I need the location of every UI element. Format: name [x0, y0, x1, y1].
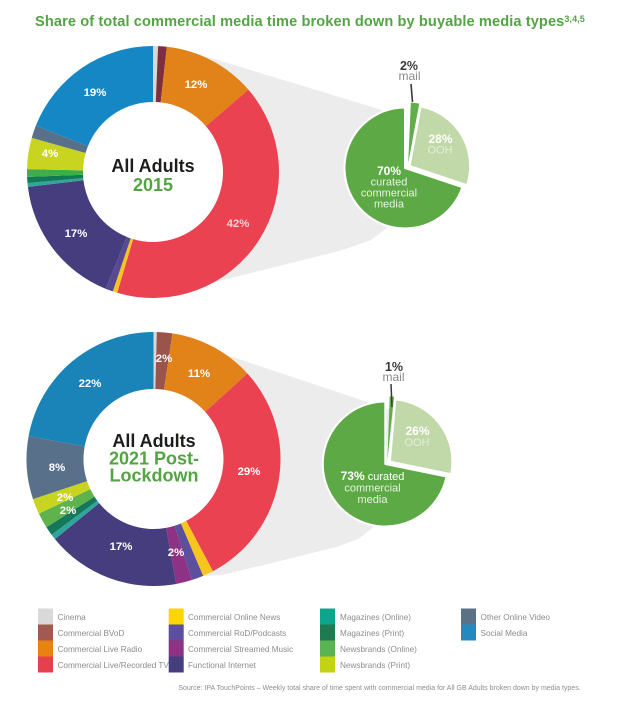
- svg-text:Share of total commercial medi: Share of total commercial media time bro…: [35, 14, 585, 30]
- svg-text:Magazines (Print): Magazines (Print): [340, 629, 404, 638]
- svg-text:Source: IPA TouchPoints – Week: Source: IPA TouchPoints – Weekly total s…: [178, 685, 580, 692]
- svg-text:All Adults: All Adults: [111, 156, 194, 176]
- svg-text:Commercial Live/Recorded TV: Commercial Live/Recorded TV: [58, 661, 170, 670]
- svg-text:All Adults: All Adults: [112, 431, 195, 451]
- svg-text:commercial: commercial: [344, 483, 400, 495]
- svg-text:Functional Internet: Functional Internet: [188, 661, 257, 670]
- svg-text:29%: 29%: [238, 466, 261, 478]
- svg-text:OOH: OOH: [404, 437, 429, 449]
- svg-text:Commercial Live Radio: Commercial Live Radio: [58, 645, 143, 654]
- svg-text:42%: 42%: [227, 218, 250, 230]
- svg-text:2%: 2%: [60, 505, 76, 517]
- svg-text:commercial: commercial: [361, 188, 417, 200]
- svg-text:OOH: OOH: [427, 145, 452, 157]
- svg-text:curated: curated: [371, 177, 408, 189]
- svg-text:2021 Post-: 2021 Post-: [109, 449, 199, 469]
- svg-text:17%: 17%: [110, 541, 133, 553]
- svg-text:12%: 12%: [185, 79, 208, 91]
- svg-text:4%: 4%: [42, 148, 58, 160]
- svg-text:Magazines (Online): Magazines (Online): [340, 613, 411, 622]
- svg-text:2%: 2%: [57, 492, 73, 504]
- svg-text:media: media: [358, 494, 389, 506]
- svg-text:2%: 2%: [156, 353, 172, 365]
- svg-text:70%: 70%: [377, 164, 401, 178]
- svg-text:28%: 28%: [428, 132, 452, 146]
- svg-text:Other Online Video: Other Online Video: [481, 613, 551, 622]
- svg-text:11%: 11%: [188, 368, 210, 380]
- svg-text:8%: 8%: [49, 462, 65, 474]
- svg-text:2%: 2%: [400, 59, 418, 73]
- svg-text:17%: 17%: [65, 228, 88, 240]
- svg-text:mail: mail: [398, 69, 420, 83]
- svg-text:media: media: [374, 199, 405, 211]
- svg-text:Commercial BVoD: Commercial BVoD: [58, 629, 125, 638]
- svg-text:22%: 22%: [79, 378, 102, 390]
- svg-text:Commercial RoD/Podcasts: Commercial RoD/Podcasts: [188, 629, 286, 638]
- svg-text:Commercial Streamed Music: Commercial Streamed Music: [188, 645, 293, 654]
- svg-text:Newsbrands (Online): Newsbrands (Online): [340, 645, 417, 654]
- svg-text:26%: 26%: [405, 424, 429, 438]
- svg-text:1%: 1%: [385, 360, 403, 374]
- svg-text:73% curated: 73% curated: [341, 469, 405, 483]
- svg-text:Newsbrands (Print): Newsbrands (Print): [340, 661, 410, 670]
- svg-text:Commercial Online News: Commercial Online News: [188, 613, 280, 622]
- svg-text:19%: 19%: [84, 87, 107, 99]
- svg-text:mail: mail: [382, 370, 404, 384]
- svg-text:Cinema: Cinema: [58, 613, 87, 622]
- svg-text:Lockdown: Lockdown: [110, 466, 199, 486]
- svg-text:Social Media: Social Media: [481, 629, 528, 638]
- svg-text:2%: 2%: [168, 547, 184, 559]
- svg-text:2015: 2015: [133, 175, 173, 195]
